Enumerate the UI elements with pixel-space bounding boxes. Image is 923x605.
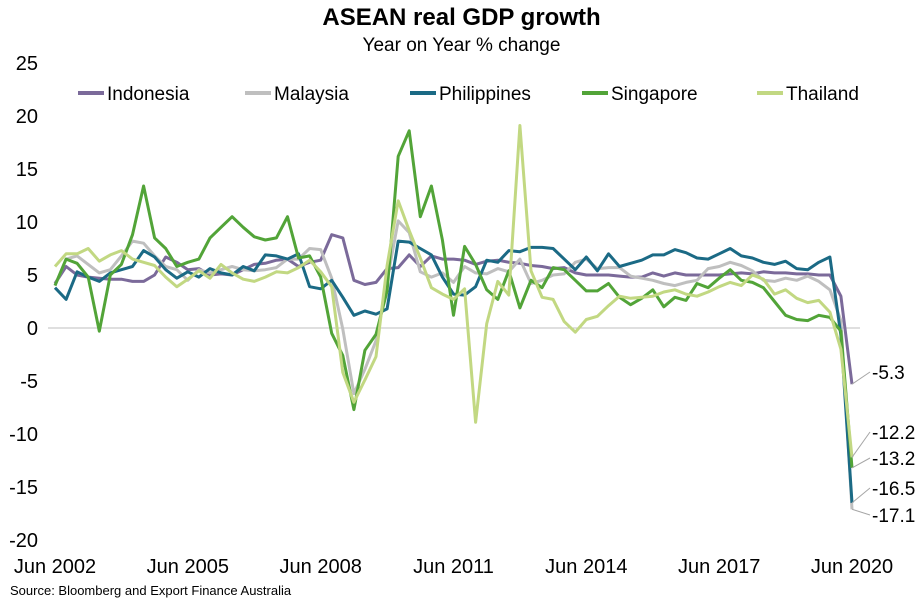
y-tick-label: 5 [27,265,38,287]
y-tick-label: -15 [9,477,38,499]
end-label-leader-thailand [851,431,871,458]
series-line-thailand [53,124,854,458]
end-label-leader-philippines [851,487,871,504]
y-tick-label: -20 [9,530,38,552]
y-tick-label: 15 [16,159,38,181]
legend-label-philippines: Philippines [439,84,531,105]
x-tick-label: Jun 2011 [413,556,494,578]
x-tick-label: Jun 2005 [147,556,229,578]
x-tick-label: Jun 2008 [280,556,362,578]
x-tick-label: Jun 2017 [678,556,760,578]
x-tick-label: Jun 2020 [811,556,893,578]
end-label-thailand: -12.2 [872,423,915,444]
y-tick-label: 20 [16,106,38,128]
x-tick-label: Jun 2002 [14,556,96,578]
series-line-philippines [53,239,854,503]
y-tick-label: 0 [27,318,38,340]
legend-label-thailand: Thailand [786,84,859,105]
y-tick-label: -10 [9,424,38,446]
end-label-philippines: -16.5 [872,479,915,500]
legend-label-singapore: Singapore [611,84,698,105]
x-tick-label: Jun 2014 [545,556,627,578]
legend-label-indonesia: Indonesia [107,84,190,105]
chart-title: ASEAN real GDP growth [322,4,601,31]
y-tick-label: 10 [16,212,38,234]
end-label-indonesia: -5.3 [872,363,905,384]
series-line-indonesia [53,233,854,385]
series-line-singapore [53,129,854,469]
legend-label-malaysia: Malaysia [274,84,349,105]
end-label-malaysia: -17.1 [872,506,915,527]
end-label-leader-malaysia [851,508,871,516]
end-label-singapore: -13.2 [872,449,915,470]
y-tick-label: -5 [20,371,38,393]
y-tick-label: 25 [16,53,38,75]
source-note: Source: Bloomberg and Export Finance Aus… [10,583,292,598]
end-label-leader-indonesia [851,371,871,385]
chart-subtitle: Year on Year % change [362,35,561,56]
end-label-leader-singapore [851,457,871,469]
